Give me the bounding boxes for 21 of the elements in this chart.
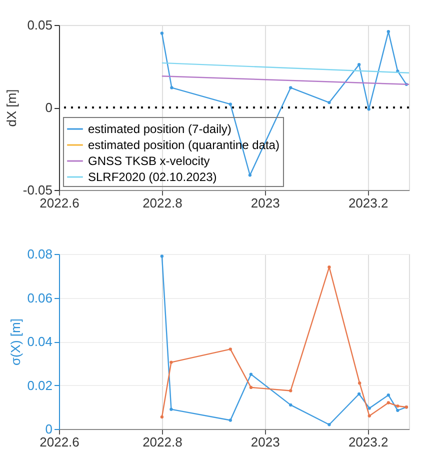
y-tick-label: 0 [45,422,52,436]
x-tick-label: 2022.8 [142,434,182,450]
y-axis-title: σ(X) [m] [8,318,24,366]
x-tick-label: 2023.2 [348,196,388,210]
legend-label: estimated position (7-daily) [88,122,232,136]
y-tick-label: 0.05 [27,18,52,32]
x-tick-label: 2022.6 [40,196,80,210]
x-tick-label: 2023.2 [348,434,388,450]
x-tick-label: 2022.6 [40,434,80,450]
y-tick-label: 0.02 [27,378,52,393]
x-tick-label: 2022.8 [142,196,182,210]
x-tick-label: 2023 [250,434,280,450]
legend-label: SLRF2020 (02.10.2023) [88,170,217,184]
y-tick-label: 0.06 [27,290,52,306]
y-tick-label: 0 [45,100,52,115]
y-tick-label: 0.04 [27,334,52,349]
y-axis-title: dX [m] [4,89,19,127]
x-tick-label: 2023 [250,196,280,210]
y-tick-label: -0.05 [22,182,52,198]
y-tick-label: 0.08 [27,246,52,262]
legend-label: GNSS TKSB x-velocity [88,154,210,168]
